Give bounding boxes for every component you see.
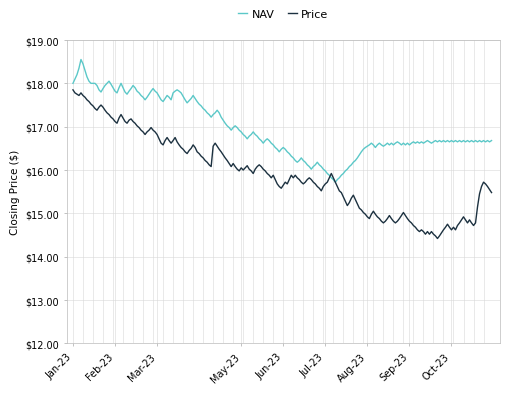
Price: [434, 236, 440, 241]
NAV: [449, 139, 455, 144]
Price: [70, 88, 76, 93]
Legend: NAV, Price: NAV, Price: [238, 10, 329, 20]
NAV: [160, 100, 166, 105]
Price: [488, 191, 494, 196]
Price: [268, 176, 274, 181]
Price: [74, 92, 80, 97]
NAV: [78, 58, 84, 63]
NAV: [488, 139, 494, 144]
Y-axis label: Closing Price ($): Closing Price ($): [10, 150, 20, 235]
Line: NAV: NAV: [73, 61, 491, 183]
NAV: [424, 139, 431, 144]
NAV: [270, 143, 277, 148]
NAV: [74, 73, 80, 78]
Price: [278, 187, 284, 191]
Price: [420, 229, 426, 234]
Price: [158, 142, 164, 146]
Line: Price: Price: [73, 91, 491, 239]
NAV: [332, 180, 338, 185]
NAV: [280, 146, 286, 151]
NAV: [70, 82, 76, 87]
Price: [447, 225, 453, 230]
